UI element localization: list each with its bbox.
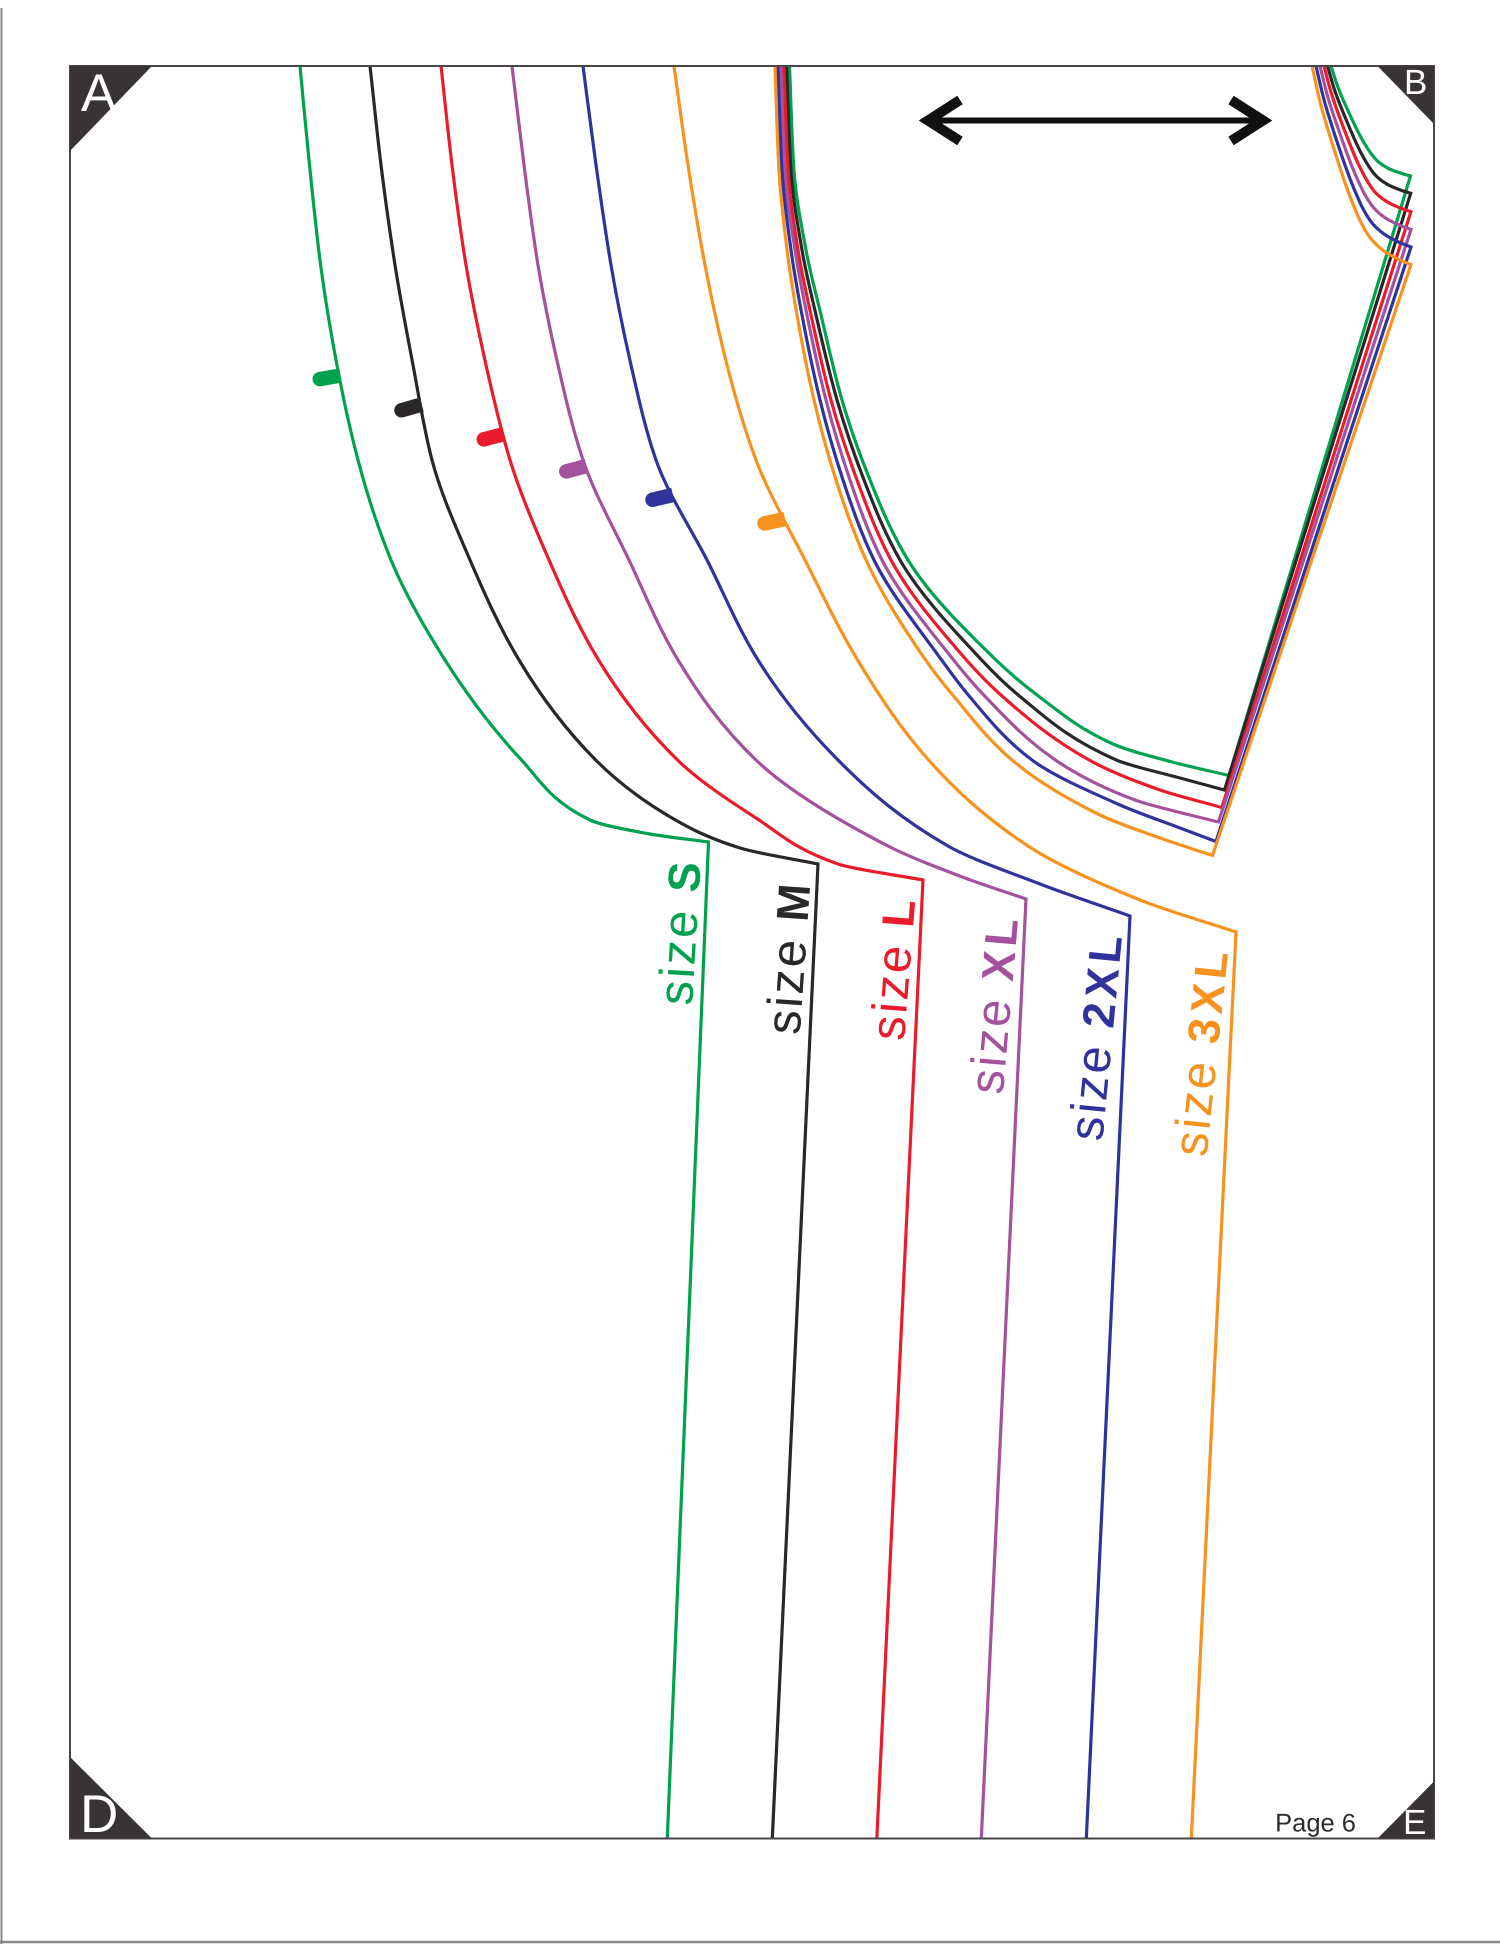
svg-text:A: A: [81, 64, 117, 123]
svg-text:B: B: [1404, 63, 1427, 102]
svg-text:size S: size S: [649, 855, 712, 1006]
svg-text:Page 6: Page 6: [1275, 1809, 1356, 1837]
svg-text:size L: size L: [861, 893, 926, 1043]
svg-text:E: E: [1403, 1803, 1426, 1842]
svg-text:size M: size M: [757, 877, 822, 1036]
svg-text:D: D: [80, 1785, 118, 1844]
